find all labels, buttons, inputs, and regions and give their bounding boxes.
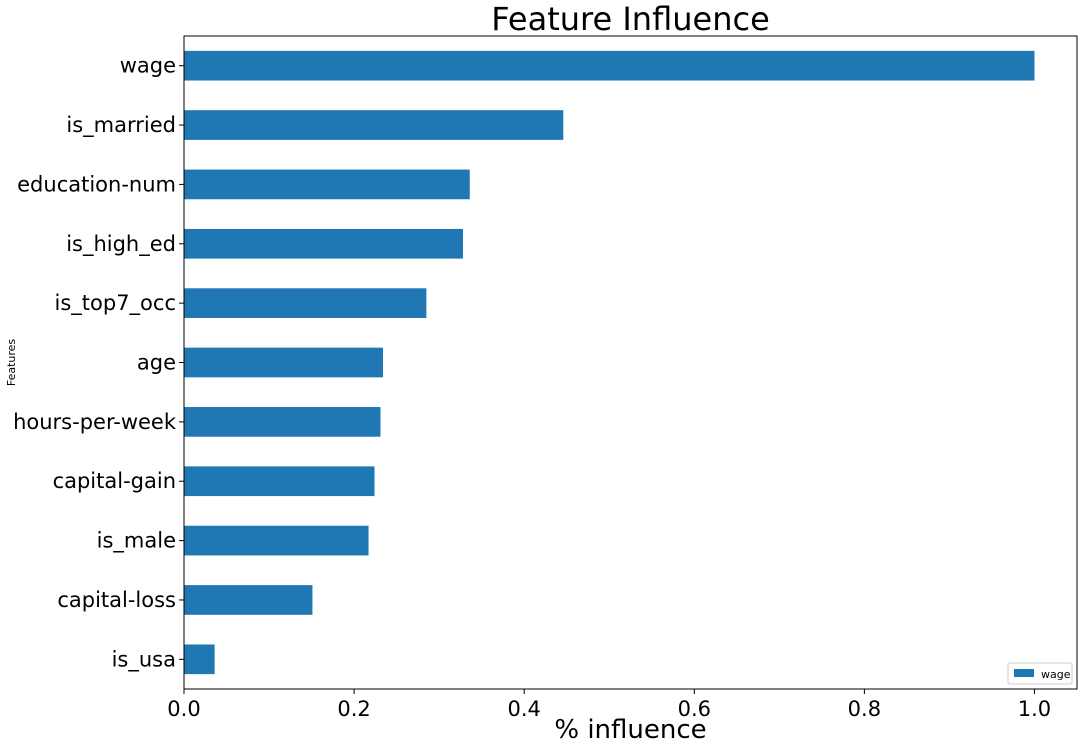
- bar-education-num: [184, 169, 470, 200]
- y-tick-label: is_usa: [112, 647, 176, 672]
- y-tick-label: age: [137, 351, 176, 375]
- y-tick-label: is_married: [66, 113, 176, 138]
- bar-is_top7_occ: [184, 288, 427, 318]
- x-tick-label: 0.6: [678, 697, 711, 721]
- y-tick-label: education-num: [17, 172, 176, 196]
- bar-age: [184, 347, 384, 378]
- y-axis-label: Features: [5, 339, 18, 387]
- bars-group: [184, 50, 1035, 675]
- y-tick-label: is_top7_occ: [55, 291, 177, 316]
- legend-label: wage: [1041, 668, 1071, 681]
- y-tick-label: wage: [120, 54, 176, 78]
- y-tick-label: is_male: [97, 529, 176, 554]
- legend-box: [1007, 662, 1073, 685]
- x-tick-label: 0.0: [167, 697, 200, 721]
- bar-is_married: [184, 110, 564, 140]
- legend: wage: [1007, 662, 1073, 685]
- bar-is_usa: [184, 644, 215, 675]
- x-tick-label: 0.2: [337, 697, 370, 721]
- y-tick-label: capital-loss: [57, 588, 176, 612]
- x-tick-label: 0.4: [507, 697, 540, 721]
- bar-is_male: [184, 525, 369, 556]
- bar-capital-loss: [184, 585, 313, 615]
- plot-frame: [183, 35, 1078, 690]
- x-tick-label: 1.0: [1018, 697, 1051, 721]
- y-axis-ticks: wage is_married education-num is_high_ed is_…: [13, 54, 184, 672]
- chart-title: Feature Influence: [491, 0, 770, 38]
- x-tick-label: 0.8: [848, 697, 881, 721]
- y-tick-label: hours-per-week: [13, 410, 177, 434]
- bar-capital-gain: [184, 466, 375, 497]
- y-tick-label: capital-gain: [53, 469, 176, 493]
- x-axis-ticks: 0.0 0.2 0.4 0.6 0.8 1.0: [167, 689, 1051, 721]
- y-tick-label: is_high_ed: [66, 232, 176, 257]
- legend-swatch: [1014, 669, 1034, 677]
- bar-wage: [184, 50, 1035, 81]
- bar-hours-per-week: [184, 407, 381, 437]
- x-axis-label: % influence: [554, 715, 706, 745]
- bar-is_high_ed: [184, 228, 463, 259]
